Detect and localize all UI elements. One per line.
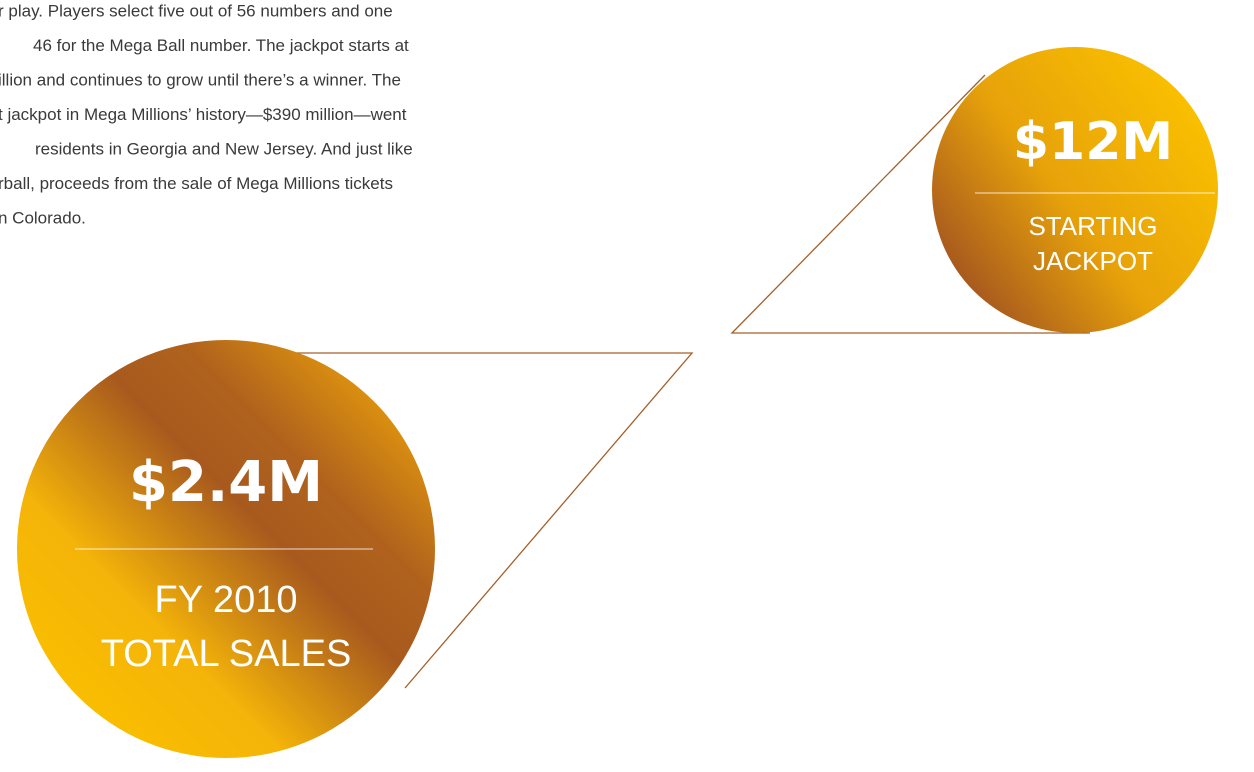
callout-label: FY 2010 [155, 579, 298, 621]
callout-label: TOTAL SALES [101, 633, 352, 675]
callout-label: STARTING [1028, 211, 1157, 241]
paragraph-line: n Colorado. [0, 208, 86, 227]
paragraph-line: 46 for the Mega Ball number. The jackpot… [33, 36, 409, 55]
callout-pointer [230, 352, 694, 689]
paragraph: r play. Players select five out of 56 nu… [0, 1, 413, 227]
callout-value: $12M [1013, 112, 1173, 172]
paragraph-line: rball, proceeds from the sale of Mega Mi… [0, 174, 393, 193]
paragraph-line: r play. Players select five out of 56 nu… [0, 1, 393, 20]
callout-circle [932, 47, 1218, 333]
paragraph-line: residents in Georgia and New Jersey. And… [35, 139, 413, 158]
callout-pointer [730, 74, 1090, 334]
callout-label: JACKPOT [1033, 246, 1153, 276]
paragraph-line: t jackpot in Mega Millions’ history—$390… [0, 105, 407, 124]
callout-value: $2.4M [129, 450, 323, 515]
paragraph-line: illion and continues to grow until there… [0, 70, 401, 89]
